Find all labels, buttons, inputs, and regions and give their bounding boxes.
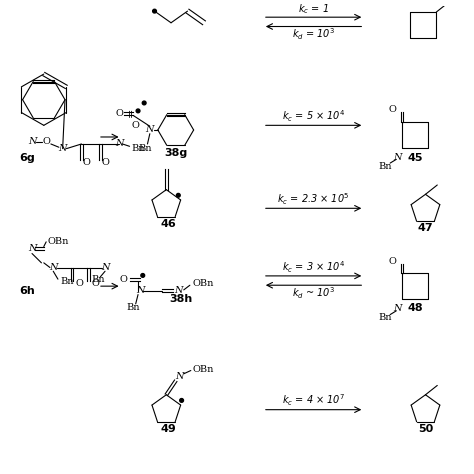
Text: 6h: 6h [19, 286, 35, 296]
Text: Bn: Bn [127, 302, 140, 311]
Text: 49: 49 [161, 424, 176, 434]
Text: O: O [75, 279, 83, 288]
Text: 46: 46 [161, 219, 176, 229]
Text: 45: 45 [407, 153, 423, 163]
Circle shape [153, 9, 156, 13]
Text: N: N [393, 153, 401, 162]
Text: 50: 50 [418, 424, 433, 434]
Text: 47: 47 [418, 223, 433, 233]
Text: O: O [82, 158, 90, 167]
Text: $k_d$ ~ 10$^3$: $k_d$ ~ 10$^3$ [292, 285, 335, 301]
Text: $k_d$ = 10$^3$: $k_d$ = 10$^3$ [292, 27, 335, 42]
Circle shape [142, 101, 146, 105]
Text: O: O [42, 137, 50, 146]
Text: $k_c$ = 3 × 10$^4$: $k_c$ = 3 × 10$^4$ [282, 260, 345, 275]
Text: N: N [49, 263, 57, 272]
Text: $k_c$ = 4 × 10$^7$: $k_c$ = 4 × 10$^7$ [282, 392, 345, 408]
Text: N: N [28, 245, 36, 254]
Text: OBn: OBn [47, 237, 68, 246]
Text: Bn: Bn [60, 277, 74, 286]
Text: N: N [115, 139, 123, 148]
Text: N: N [28, 137, 36, 146]
Text: Bn: Bn [131, 144, 145, 153]
Text: N: N [136, 286, 145, 295]
Text: 48: 48 [407, 303, 423, 313]
Text: O: O [389, 105, 396, 114]
Text: Bn: Bn [379, 162, 392, 171]
Text: OBn: OBn [192, 365, 214, 374]
Text: O: O [115, 109, 123, 118]
Circle shape [176, 193, 180, 197]
Text: Bn: Bn [138, 144, 152, 153]
Text: N: N [393, 304, 401, 313]
Text: N: N [146, 126, 154, 135]
Text: O: O [120, 274, 128, 283]
Text: $k_c$ = 2.3 × 10$^5$: $k_c$ = 2.3 × 10$^5$ [277, 191, 349, 207]
Text: N: N [101, 263, 109, 272]
Circle shape [136, 109, 140, 113]
Text: =: = [126, 108, 136, 117]
Text: O: O [101, 158, 109, 167]
Text: 38h: 38h [169, 294, 192, 304]
Text: Bn: Bn [91, 274, 105, 283]
Text: O: O [389, 257, 396, 266]
Text: $k_c$ = 5 × 10$^4$: $k_c$ = 5 × 10$^4$ [282, 108, 345, 124]
Text: Bn: Bn [379, 313, 392, 322]
Text: N: N [58, 144, 67, 153]
Circle shape [180, 399, 183, 402]
Text: N: N [175, 372, 184, 381]
Text: N: N [174, 286, 182, 295]
Circle shape [141, 273, 145, 277]
Text: O: O [91, 279, 100, 288]
Text: OBn: OBn [192, 279, 214, 288]
Text: $k_c$ = 1: $k_c$ = 1 [298, 2, 329, 16]
Text: O: O [132, 121, 140, 130]
Text: 6g: 6g [19, 153, 35, 163]
Text: 38g: 38g [164, 148, 187, 158]
